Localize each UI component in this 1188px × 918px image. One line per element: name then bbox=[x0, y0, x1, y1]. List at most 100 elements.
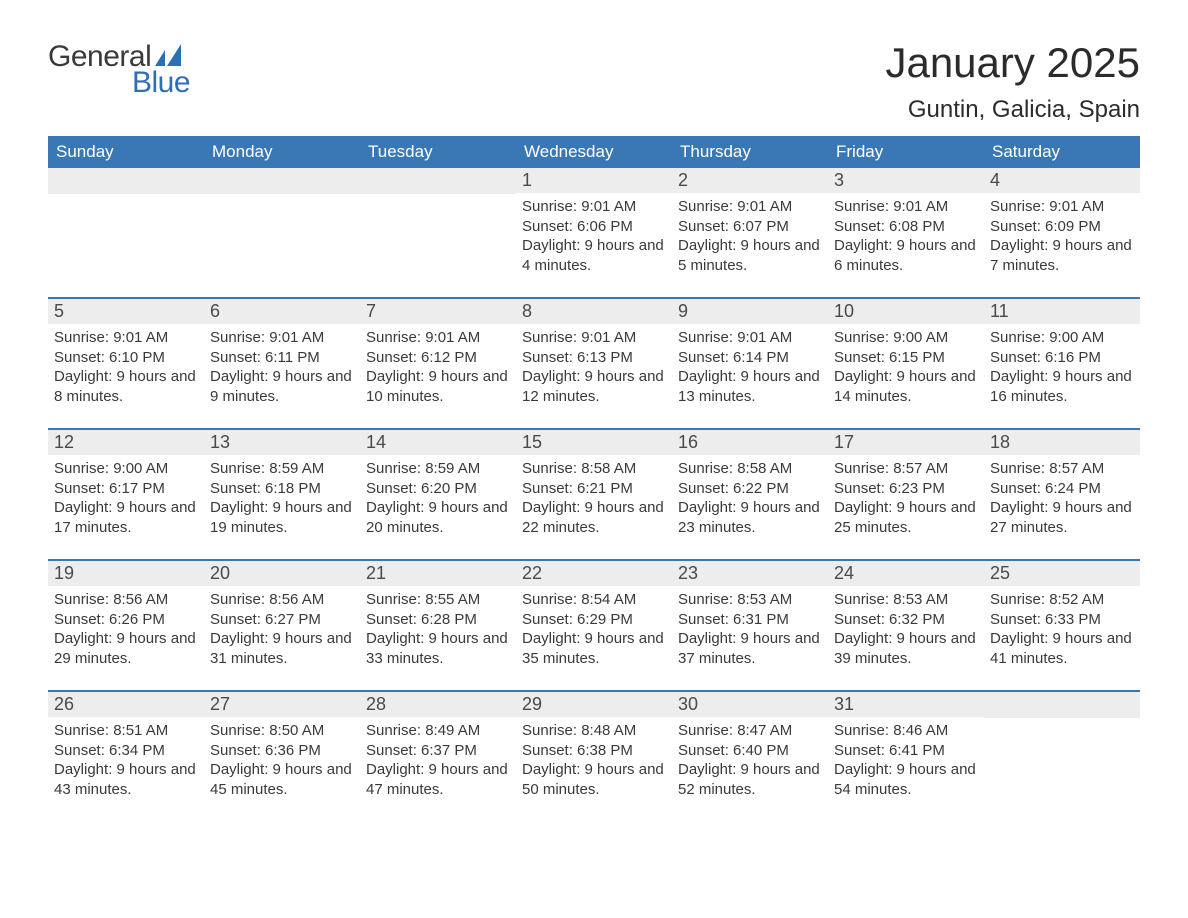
daylight-line: Daylight: 9 hours and 31 minutes. bbox=[210, 629, 354, 668]
day-body: Sunrise: 9:00 AMSunset: 6:15 PMDaylight:… bbox=[828, 324, 984, 410]
day-number bbox=[48, 168, 204, 194]
day-number: 12 bbox=[48, 430, 204, 455]
calendar-day bbox=[360, 168, 516, 279]
sunrise-line: Sunrise: 8:59 AM bbox=[210, 459, 354, 479]
sunrise-line: Sunrise: 8:48 AM bbox=[522, 721, 666, 741]
sunset-line: Sunset: 6:06 PM bbox=[522, 217, 666, 237]
daylight-line: Daylight: 9 hours and 23 minutes. bbox=[678, 498, 822, 537]
day-number: 8 bbox=[516, 299, 672, 324]
sunrise-line: Sunrise: 8:57 AM bbox=[990, 459, 1134, 479]
day-body: Sunrise: 8:53 AMSunset: 6:31 PMDaylight:… bbox=[672, 586, 828, 672]
sunrise-line: Sunrise: 8:46 AM bbox=[834, 721, 978, 741]
sunrise-line: Sunrise: 8:53 AM bbox=[834, 590, 978, 610]
daylight-line: Daylight: 9 hours and 19 minutes. bbox=[210, 498, 354, 537]
sunset-line: Sunset: 6:34 PM bbox=[54, 741, 198, 761]
calendar: SundayMondayTuesdayWednesdayThursdayFrid… bbox=[48, 136, 1140, 803]
day-body bbox=[360, 194, 516, 202]
sunrise-line: Sunrise: 9:01 AM bbox=[522, 197, 666, 217]
daylight-line: Daylight: 9 hours and 20 minutes. bbox=[366, 498, 510, 537]
day-body: Sunrise: 8:58 AMSunset: 6:22 PMDaylight:… bbox=[672, 455, 828, 541]
sunset-line: Sunset: 6:33 PM bbox=[990, 610, 1134, 630]
day-body: Sunrise: 8:48 AMSunset: 6:38 PMDaylight:… bbox=[516, 717, 672, 803]
day-number: 19 bbox=[48, 561, 204, 586]
calendar-week: 5Sunrise: 9:01 AMSunset: 6:10 PMDaylight… bbox=[48, 297, 1140, 410]
calendar-day: 18 Sunrise: 8:57 AMSunset: 6:24 PMDayligh… bbox=[984, 430, 1140, 541]
day-number: 21 bbox=[360, 561, 516, 586]
calendar-day: 21Sunrise: 8:55 AMSunset: 6:28 PMDayligh… bbox=[360, 561, 516, 672]
weekday-header-row: SundayMondayTuesdayWednesdayThursdayFrid… bbox=[48, 136, 1140, 168]
day-body bbox=[984, 718, 1140, 726]
sunrise-line: Sunrise: 9:01 AM bbox=[522, 328, 666, 348]
header-row: General Blue January 2025 Guntin, Galici… bbox=[48, 40, 1140, 124]
day-body: Sunrise: 8:46 AMSunset: 6:41 PMDaylight:… bbox=[828, 717, 984, 803]
day-number: 7 bbox=[360, 299, 516, 324]
calendar-day: 31Sunrise: 8:46 AMSunset: 6:41 PMDayligh… bbox=[828, 692, 984, 803]
sunrise-line: Sunrise: 9:01 AM bbox=[678, 328, 822, 348]
sunrise-line: Sunrise: 9:01 AM bbox=[54, 328, 198, 348]
sunrise-line: Sunrise: 8:55 AM bbox=[366, 590, 510, 610]
sunrise-line: Sunrise: 8:56 AM bbox=[210, 590, 354, 610]
sunrise-line: Sunrise: 9:00 AM bbox=[54, 459, 198, 479]
sunrise-line: Sunrise: 8:57 AM bbox=[834, 459, 978, 479]
day-body: Sunrise: 8:50 AMSunset: 6:36 PMDaylight:… bbox=[204, 717, 360, 803]
day-body: Sunrise: 8:53 AMSunset: 6:32 PMDaylight:… bbox=[828, 586, 984, 672]
weekday-header: Sunday bbox=[48, 136, 204, 168]
day-number: 27 bbox=[204, 692, 360, 717]
day-number: 25 bbox=[984, 561, 1140, 586]
daylight-line: Daylight: 9 hours and 27 minutes. bbox=[990, 498, 1134, 537]
calendar-day bbox=[204, 168, 360, 279]
sunset-line: Sunset: 6:24 PM bbox=[990, 479, 1134, 499]
day-number: 13 bbox=[204, 430, 360, 455]
day-number bbox=[204, 168, 360, 194]
day-number: 5 bbox=[48, 299, 204, 324]
weekday-header: Wednesday bbox=[516, 136, 672, 168]
sunset-line: Sunset: 6:40 PM bbox=[678, 741, 822, 761]
sunrise-line: Sunrise: 9:01 AM bbox=[678, 197, 822, 217]
sunrise-line: Sunrise: 8:56 AM bbox=[54, 590, 198, 610]
calendar-day: 16Sunrise: 8:58 AMSunset: 6:22 PMDayligh… bbox=[672, 430, 828, 541]
day-body: Sunrise: 9:01 AMSunset: 6:06 PMDaylight:… bbox=[516, 193, 672, 279]
page-title: January 2025 bbox=[885, 40, 1140, 86]
calendar-day: 1Sunrise: 9:01 AMSunset: 6:06 PMDaylight… bbox=[516, 168, 672, 279]
daylight-line: Daylight: 9 hours and 12 minutes. bbox=[522, 367, 666, 406]
daylight-line: Daylight: 9 hours and 6 minutes. bbox=[834, 236, 978, 275]
daylight-line: Daylight: 9 hours and 39 minutes. bbox=[834, 629, 978, 668]
calendar-day: 7Sunrise: 9:01 AMSunset: 6:12 PMDaylight… bbox=[360, 299, 516, 410]
day-body: Sunrise: 8:58 AMSunset: 6:21 PMDaylight:… bbox=[516, 455, 672, 541]
logo-word-blue: Blue bbox=[132, 66, 190, 100]
location-subtitle: Guntin, Galicia, Spain bbox=[885, 96, 1140, 124]
calendar-week: 19Sunrise: 8:56 AMSunset: 6:26 PMDayligh… bbox=[48, 559, 1140, 672]
sunrise-line: Sunrise: 9:00 AM bbox=[834, 328, 978, 348]
day-body: Sunrise: 8:52 AMSunset: 6:33 PMDaylight:… bbox=[984, 586, 1140, 672]
sunset-line: Sunset: 6:15 PM bbox=[834, 348, 978, 368]
day-number: 11 bbox=[984, 299, 1140, 324]
sunset-line: Sunset: 6:20 PM bbox=[366, 479, 510, 499]
day-body bbox=[48, 194, 204, 202]
day-body: Sunrise: 9:00 AMSunset: 6:16 PMDaylight:… bbox=[984, 324, 1140, 410]
sunrise-line: Sunrise: 9:01 AM bbox=[834, 197, 978, 217]
day-number: 9 bbox=[672, 299, 828, 324]
calendar-day: 24Sunrise: 8:53 AMSunset: 6:32 PMDayligh… bbox=[828, 561, 984, 672]
weekday-header: Tuesday bbox=[360, 136, 516, 168]
calendar-day: 23Sunrise: 8:53 AMSunset: 6:31 PMDayligh… bbox=[672, 561, 828, 672]
calendar-day bbox=[984, 692, 1140, 803]
sunset-line: Sunset: 6:23 PM bbox=[834, 479, 978, 499]
daylight-line: Daylight: 9 hours and 14 minutes. bbox=[834, 367, 978, 406]
day-number: 18 bbox=[984, 430, 1140, 455]
sunset-line: Sunset: 6:13 PM bbox=[522, 348, 666, 368]
daylight-line: Daylight: 9 hours and 47 minutes. bbox=[366, 760, 510, 799]
page: General Blue January 2025 Guntin, Galici… bbox=[0, 0, 1188, 833]
day-number bbox=[984, 692, 1140, 718]
sunset-line: Sunset: 6:37 PM bbox=[366, 741, 510, 761]
sunrise-line: Sunrise: 8:49 AM bbox=[366, 721, 510, 741]
logo: General Blue bbox=[48, 40, 193, 100]
day-number: 4 bbox=[984, 168, 1140, 193]
sunset-line: Sunset: 6:12 PM bbox=[366, 348, 510, 368]
daylight-line: Daylight: 9 hours and 4 minutes. bbox=[522, 236, 666, 275]
daylight-line: Daylight: 9 hours and 43 minutes. bbox=[54, 760, 198, 799]
weekday-header: Monday bbox=[204, 136, 360, 168]
sunset-line: Sunset: 6:10 PM bbox=[54, 348, 198, 368]
day-number: 6 bbox=[204, 299, 360, 324]
calendar-day: 2Sunrise: 9:01 AMSunset: 6:07 PMDaylight… bbox=[672, 168, 828, 279]
calendar-day: 6Sunrise: 9:01 AMSunset: 6:11 PMDaylight… bbox=[204, 299, 360, 410]
